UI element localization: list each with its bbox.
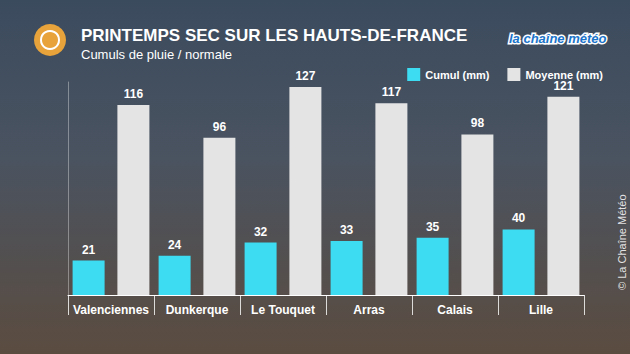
- svg-text:Dunkerque: Dunkerque: [166, 303, 229, 317]
- svg-text:Arras: Arras: [353, 303, 385, 317]
- svg-text:127: 127: [295, 69, 315, 83]
- svg-text:Cumuls de pluie / normale: Cumuls de pluie / normale: [81, 47, 232, 62]
- svg-text:121: 121: [553, 79, 573, 93]
- svg-text:117: 117: [382, 85, 402, 99]
- svg-text:PRINTEMPS SEC SUR LES HAUTS-DE: PRINTEMPS SEC SUR LES HAUTS-DE-FRANCE: [81, 26, 467, 45]
- svg-text:33: 33: [340, 223, 354, 237]
- svg-text:Calais: Calais: [437, 303, 473, 317]
- svg-text:© La Chaîne Météo: © La Chaîne Météo: [616, 194, 628, 290]
- svg-text:98: 98: [471, 116, 485, 130]
- svg-text:la chaîne météo: la chaîne météo: [509, 31, 607, 46]
- svg-text:Valenciennes: Valenciennes: [73, 303, 149, 317]
- svg-text:21: 21: [82, 243, 96, 257]
- svg-text:32: 32: [254, 225, 268, 239]
- svg-text:96: 96: [213, 120, 227, 134]
- svg-text:Le Touquet: Le Touquet: [251, 303, 315, 317]
- svg-text:24: 24: [168, 238, 182, 252]
- svg-text:116: 116: [124, 87, 144, 101]
- svg-text:40: 40: [512, 211, 526, 225]
- svg-text:Cumul (mm): Cumul (mm): [425, 69, 490, 81]
- svg-text:Moyenne (mm): Moyenne (mm): [525, 69, 603, 81]
- svg-text:35: 35: [426, 220, 440, 234]
- svg-text:Lille: Lille: [529, 303, 553, 317]
